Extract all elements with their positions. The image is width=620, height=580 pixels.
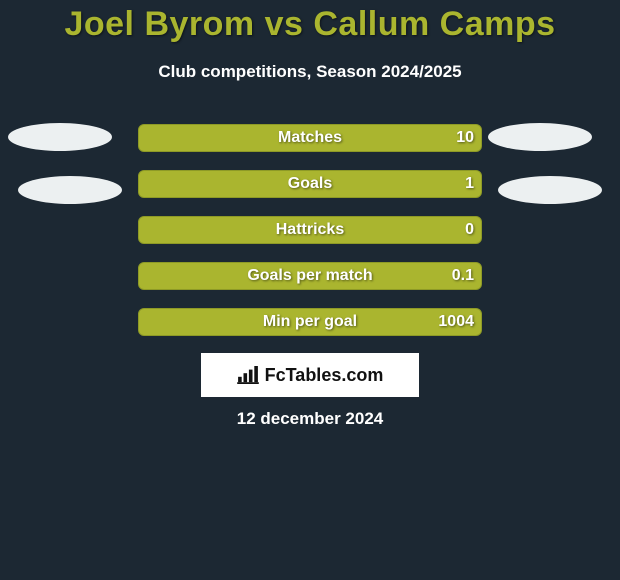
stat-row: Goals per match0.1 [138,262,482,290]
stat-value: 1 [465,170,474,198]
stat-row: Matches10 [138,124,482,152]
brand-text: FcTables.com [265,365,384,386]
stat-value: 1004 [438,308,474,336]
decorative-ellipse [498,176,602,204]
bars-chart-icon [237,366,259,384]
stat-label: Matches [138,124,482,152]
decorative-ellipse [488,123,592,151]
stat-label: Goals [138,170,482,198]
decorative-ellipse [18,176,122,204]
stat-label: Min per goal [138,308,482,336]
stat-row: Goals1 [138,170,482,198]
stat-row: Min per goal1004 [138,308,482,336]
stat-value: 10 [456,124,474,152]
stat-row: Hattricks0 [138,216,482,244]
stat-label: Goals per match [138,262,482,290]
date-label: 12 december 2024 [0,409,620,429]
stat-value: 0 [465,216,474,244]
stat-value: 0.1 [452,262,474,290]
decorative-ellipse [8,123,112,151]
page-title: Joel Byrom vs Callum Camps [0,5,620,44]
brand-badge: FcTables.com [201,353,419,397]
comparison-infographic: Joel Byrom vs Callum Camps Club competit… [0,0,620,580]
stat-label: Hattricks [138,216,482,244]
subtitle: Club competitions, Season 2024/2025 [0,62,620,82]
